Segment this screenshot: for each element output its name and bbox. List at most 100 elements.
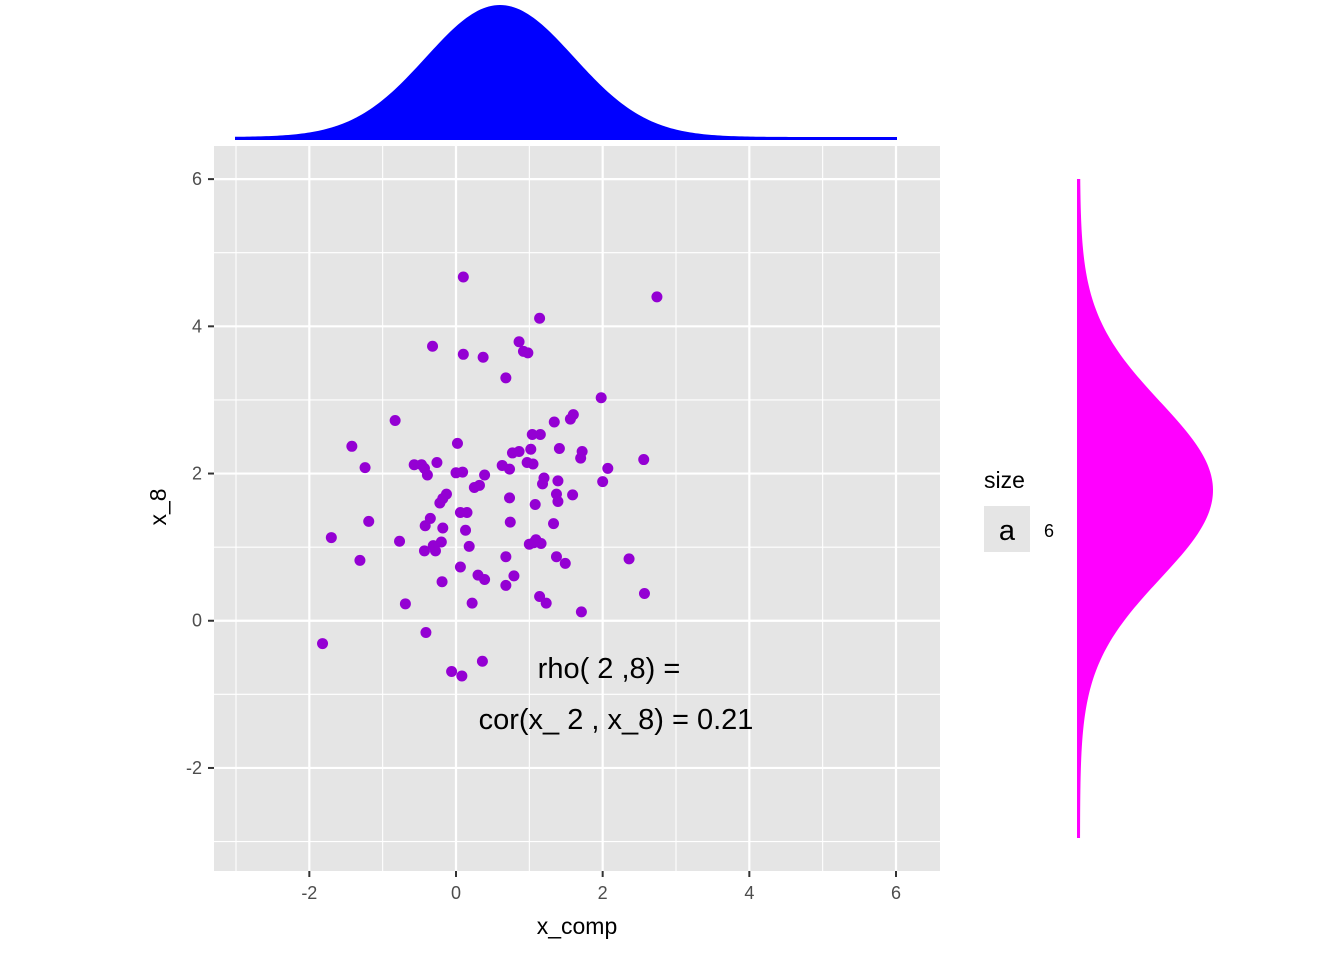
scatter-point <box>500 551 512 563</box>
scatter-point <box>602 462 614 474</box>
scatter-point <box>363 515 375 527</box>
scatter-point <box>436 576 448 588</box>
scatter-point <box>457 271 469 283</box>
scatter-point <box>651 291 663 303</box>
scatter-point <box>399 598 411 610</box>
scatter-point <box>500 372 512 384</box>
scatter-point <box>479 574 491 586</box>
scatter-point <box>325 532 337 544</box>
y-tick-label: 6 <box>192 169 202 189</box>
scatter-point <box>564 413 576 425</box>
scatter-point <box>418 545 430 557</box>
scatter-point <box>540 597 552 609</box>
scatter-point <box>597 476 609 488</box>
scatter-point <box>526 429 538 441</box>
scatter-point <box>559 557 571 569</box>
y-tick-label: 0 <box>192 611 202 631</box>
legend-label: 6 <box>1044 521 1054 541</box>
scatter-point <box>506 447 518 459</box>
scatter-point <box>638 588 650 600</box>
legend-key-letter: a <box>999 515 1016 547</box>
scatter-point <box>548 518 560 530</box>
y-tick-label: 2 <box>192 464 202 484</box>
y-tick-label: -2 <box>186 758 202 778</box>
scatter-point <box>500 579 512 591</box>
scatter-point <box>456 670 468 682</box>
scatter-point <box>420 627 432 639</box>
x-tick-label: 6 <box>891 883 901 903</box>
scatter-point <box>534 312 546 324</box>
x-marginal-density-curve <box>235 4 897 140</box>
x-tick-label: -2 <box>301 883 317 903</box>
scatter-point <box>525 443 537 455</box>
scatter-point <box>457 466 469 478</box>
x-tick-label: 0 <box>451 883 461 903</box>
scatter-point <box>431 456 443 468</box>
scatter-point <box>354 554 366 566</box>
scatter-point <box>575 606 587 618</box>
scatter-point <box>446 666 458 678</box>
annotation-line-1: rho( 2 ,8) = <box>538 653 681 685</box>
scatter-point <box>460 524 472 536</box>
scatter-point <box>504 492 516 504</box>
scatter-point <box>317 638 329 650</box>
scatter-point <box>461 507 473 519</box>
scatter-point <box>466 597 478 609</box>
scatter-point <box>451 437 463 449</box>
scatter-point <box>389 415 401 427</box>
scatter-point <box>468 482 480 494</box>
scatter-point <box>476 655 488 667</box>
scatter-point <box>359 462 371 474</box>
legend: size a 6 <box>984 467 1054 552</box>
scatter-point <box>513 336 525 348</box>
scatter-point <box>454 561 466 573</box>
correlation-annotation: rho( 2 ,8) = cor(x_ 2 , x_8) = 0.21 <box>479 653 754 736</box>
y-axis: -2 0 2 4 6 <box>186 169 214 778</box>
scatter-point <box>479 469 491 481</box>
x-axis-title: x_comp <box>537 913 618 939</box>
scatter-point <box>508 570 520 582</box>
y-axis-title: x_8 <box>145 488 171 525</box>
scatter-point <box>504 516 516 528</box>
scatter-point <box>550 551 562 563</box>
scatter-point <box>457 348 469 360</box>
scatter-point <box>552 496 564 508</box>
scatter-point <box>419 520 431 532</box>
x-tick-label: 4 <box>744 883 754 903</box>
scatter-point <box>548 416 560 428</box>
scatter-panel: rho( 2 ,8) = cor(x_ 2 , x_8) = 0.21 <box>214 146 940 871</box>
legend-title: size <box>984 467 1025 493</box>
scatter-points <box>317 271 663 682</box>
scatter-point <box>421 469 433 481</box>
scatter-point <box>434 497 446 509</box>
scatter-point <box>534 429 546 441</box>
scatter-point <box>437 522 449 534</box>
legend-key-background <box>984 506 1030 552</box>
scatter-point <box>463 540 475 552</box>
scatter-point <box>567 489 579 501</box>
scatter-point <box>553 443 565 455</box>
scatter-point <box>522 347 534 359</box>
scatter-point <box>527 458 539 470</box>
scatter-point <box>427 340 439 352</box>
scatter-point <box>429 545 441 557</box>
scatter-point <box>575 452 587 464</box>
right-marginal-density <box>1077 179 1213 838</box>
top-marginal-density <box>235 4 897 140</box>
scatter-point <box>529 498 541 510</box>
scatter-point <box>394 535 406 547</box>
major-gridlines <box>214 146 940 871</box>
x-axis: -2 0 2 4 6 <box>301 871 901 903</box>
annotation-line-2: cor(x_ 2 , x_8) = 0.21 <box>479 704 754 736</box>
scatter-point <box>623 553 635 565</box>
minor-gridlines <box>214 146 940 871</box>
scatter-point <box>346 440 358 452</box>
y-tick-label: 4 <box>192 316 202 336</box>
scatter-point <box>477 351 489 363</box>
panel-background <box>214 146 940 871</box>
scatter-point <box>552 475 564 487</box>
scatter-point <box>523 538 535 550</box>
scatter-point <box>595 392 607 404</box>
scatter-point <box>535 537 547 549</box>
